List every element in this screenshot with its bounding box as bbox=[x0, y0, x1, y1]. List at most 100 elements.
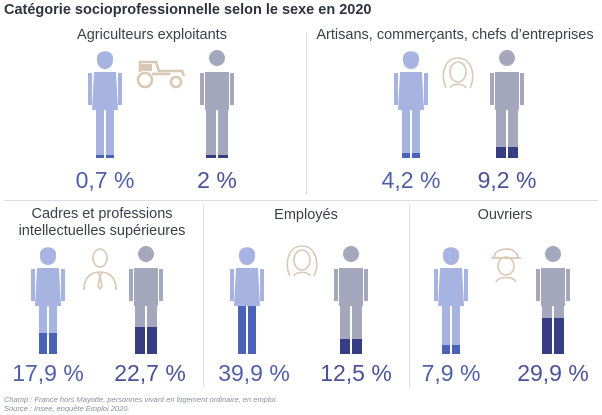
figure-arm bbox=[424, 73, 428, 105]
male-percentage: 2 % bbox=[197, 167, 237, 193]
panel-title: Agriculteurs exploitants bbox=[77, 27, 227, 43]
figure-arm bbox=[464, 269, 468, 301]
figure-head bbox=[40, 247, 56, 265]
figure-leg-fill bbox=[49, 333, 57, 354]
panel-title: Ouvriers bbox=[477, 207, 533, 223]
female-figure bbox=[230, 247, 264, 354]
figure-leg-fill bbox=[248, 306, 256, 354]
figure-leg-fill bbox=[542, 318, 552, 354]
figure-head bbox=[209, 50, 225, 66]
figure-leg-fill bbox=[147, 327, 157, 354]
male-percentage: 9,2 % bbox=[477, 167, 537, 193]
figure-leg bbox=[402, 110, 410, 158]
figure-leg bbox=[508, 110, 518, 158]
male-figure bbox=[129, 246, 163, 354]
figure-arm bbox=[490, 73, 494, 105]
figure-torso bbox=[35, 268, 61, 306]
figure-arm bbox=[31, 269, 35, 301]
figure-leg-fill bbox=[96, 155, 104, 158]
panel-title-line: intellectuelles supérieures bbox=[18, 223, 186, 239]
figure-arm bbox=[129, 269, 133, 301]
figure-leg bbox=[106, 110, 114, 158]
figure-arm bbox=[260, 269, 264, 301]
tractor-icon bbox=[136, 60, 186, 89]
figure-leg-fill bbox=[402, 153, 410, 158]
figure-leg bbox=[442, 306, 450, 354]
figure-head bbox=[499, 50, 515, 66]
figure-torso bbox=[541, 268, 565, 306]
divider bbox=[306, 32, 307, 194]
figure-arm bbox=[230, 269, 234, 301]
figure-leg-fill bbox=[452, 345, 460, 354]
male-figure bbox=[200, 50, 234, 158]
figure-head bbox=[138, 246, 154, 262]
figure-head bbox=[239, 247, 255, 265]
panel-title: Employés bbox=[274, 207, 338, 223]
figure-leg bbox=[206, 110, 216, 158]
figure-leg bbox=[496, 110, 506, 158]
footnote-champ: Champ : France hors Mayotte, personnes v… bbox=[4, 395, 278, 404]
figure-leg bbox=[452, 306, 460, 354]
figure-arm bbox=[520, 73, 524, 105]
figure-arm bbox=[230, 73, 234, 105]
female-figure bbox=[88, 51, 122, 158]
figure-torso bbox=[438, 268, 464, 306]
figure-arm bbox=[118, 73, 122, 105]
figure-leg-fill bbox=[340, 339, 350, 354]
panel-agriculteurs: Agriculteurs exploitants 0,7 % 2 % bbox=[4, 22, 300, 198]
woman-portrait-icon bbox=[286, 245, 318, 277]
figure-arm bbox=[434, 269, 438, 301]
figure-head bbox=[343, 246, 359, 262]
panel-ouvriers: Ouvriers 7,9 % 29,9 % bbox=[412, 202, 598, 392]
figure-arm bbox=[334, 269, 338, 301]
figure-arm bbox=[394, 73, 398, 105]
figure-leg-fill bbox=[218, 155, 228, 158]
figure-leg bbox=[352, 306, 362, 354]
figure-torso bbox=[339, 268, 363, 306]
figure-head bbox=[403, 51, 419, 69]
figure-leg-fill bbox=[496, 147, 506, 158]
figure-arm bbox=[566, 269, 570, 301]
male-percentage: 12,5 % bbox=[320, 360, 392, 386]
female-figure bbox=[394, 51, 428, 158]
figure-arm bbox=[200, 73, 204, 105]
figure-leg bbox=[39, 306, 47, 354]
figure-torso bbox=[398, 72, 424, 110]
figure-arm bbox=[61, 269, 65, 301]
footnote-source: Source : Insee, enquête Emploi 2020. bbox=[4, 404, 130, 413]
divider bbox=[409, 205, 410, 387]
figure-arm bbox=[88, 73, 92, 105]
figure-leg-fill bbox=[238, 306, 246, 354]
panel-employes: Employés 39,9 % 12,5 % bbox=[206, 202, 406, 392]
panel-title: Artisans, commerçants, chefs d’entrepris… bbox=[316, 27, 594, 43]
figure-leg bbox=[218, 110, 228, 158]
figure-torso bbox=[134, 268, 158, 306]
figure-torso bbox=[234, 268, 260, 306]
panel-title: Cadres et professions intellectuelles su… bbox=[4, 206, 200, 240]
figure-leg-fill bbox=[135, 327, 145, 354]
figure-leg-fill bbox=[554, 318, 564, 354]
female-percentage: 17,9 % bbox=[12, 360, 84, 386]
male-figure bbox=[334, 246, 368, 354]
figure-torso bbox=[205, 72, 229, 110]
figure-leg-fill bbox=[206, 155, 216, 158]
figure-leg-fill bbox=[106, 155, 114, 158]
panel-artisans: Artisans, commerçants, chefs d’entrepris… bbox=[312, 22, 598, 198]
female-percentage: 4,2 % bbox=[381, 167, 441, 193]
female-percentage: 0,7 % bbox=[75, 167, 135, 193]
male-percentage: 29,9 % bbox=[517, 360, 589, 386]
page-title: Catégorie socioprofessionnelle selon le … bbox=[4, 2, 372, 18]
figure-leg-fill bbox=[352, 339, 362, 354]
male-figure bbox=[536, 246, 570, 354]
figure-leg bbox=[96, 110, 104, 158]
divider bbox=[4, 200, 598, 201]
female-percentage: 7,9 % bbox=[421, 360, 481, 386]
worker-helmet-icon bbox=[491, 248, 521, 283]
panel-title-line: Cadres et professions bbox=[31, 206, 173, 222]
woman-portrait-icon bbox=[442, 57, 474, 89]
female-figure bbox=[31, 247, 65, 354]
panel-cadres: Cadres et professions intellectuelles su… bbox=[4, 202, 200, 392]
figure-torso bbox=[92, 72, 118, 110]
figure-head bbox=[97, 51, 113, 69]
figure-leg-fill bbox=[442, 345, 450, 354]
